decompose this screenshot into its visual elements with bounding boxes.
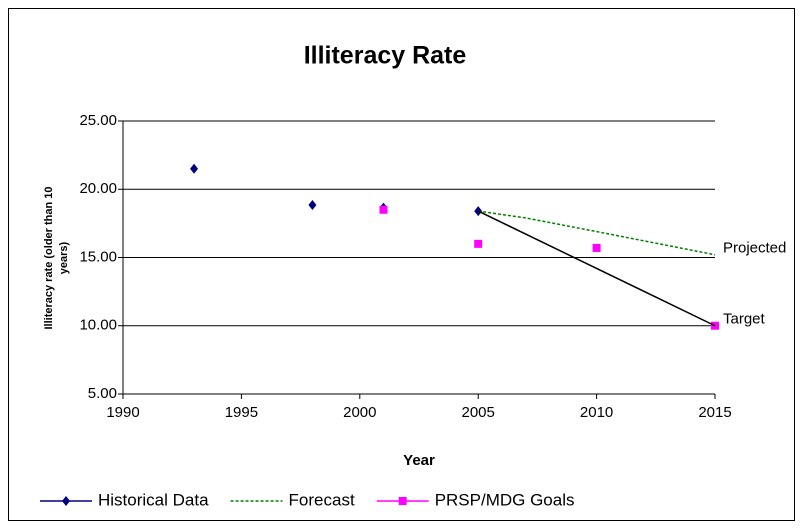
x-tick-label: 1995 xyxy=(225,404,258,421)
point xyxy=(398,497,407,505)
x-axis-label: Year xyxy=(403,452,435,469)
legend-label: Forecast xyxy=(289,490,355,509)
series-line xyxy=(478,210,716,256)
x-tick-label: 2010 xyxy=(580,404,613,421)
chart-title: Illiteracy Rate xyxy=(304,42,467,70)
point xyxy=(379,205,388,214)
y-axis-label-line: years) xyxy=(58,241,70,274)
point xyxy=(474,239,483,248)
annotation: Projected xyxy=(723,240,786,257)
y-tick-label: 5.00 xyxy=(88,385,117,402)
y-axis-label: Illiteracy rate (older than 10 years) xyxy=(43,186,70,329)
y-tick-label: 20.00 xyxy=(79,180,117,197)
y-tick-label: 25.00 xyxy=(79,112,117,129)
annotation: Target xyxy=(723,311,766,328)
y-tick-label: 10.00 xyxy=(79,317,117,334)
point xyxy=(592,243,601,252)
chart-frame xyxy=(8,8,795,521)
x-tick-label: 2015 xyxy=(698,404,731,421)
point xyxy=(62,496,70,506)
legend-label: Historical Data xyxy=(98,490,209,509)
point xyxy=(308,199,317,210)
y-axis-label-line: Illiteracy rate (older than 10 xyxy=(43,186,55,329)
point xyxy=(190,163,199,174)
y-tick-label: 15.00 xyxy=(79,248,117,265)
series-line xyxy=(477,210,716,327)
x-tick-label: 2005 xyxy=(462,404,495,421)
legend-label: PRSP/MDG Goals xyxy=(435,490,575,509)
x-tick-label: 1990 xyxy=(106,404,139,421)
x-tick-label: 2000 xyxy=(343,404,376,421)
